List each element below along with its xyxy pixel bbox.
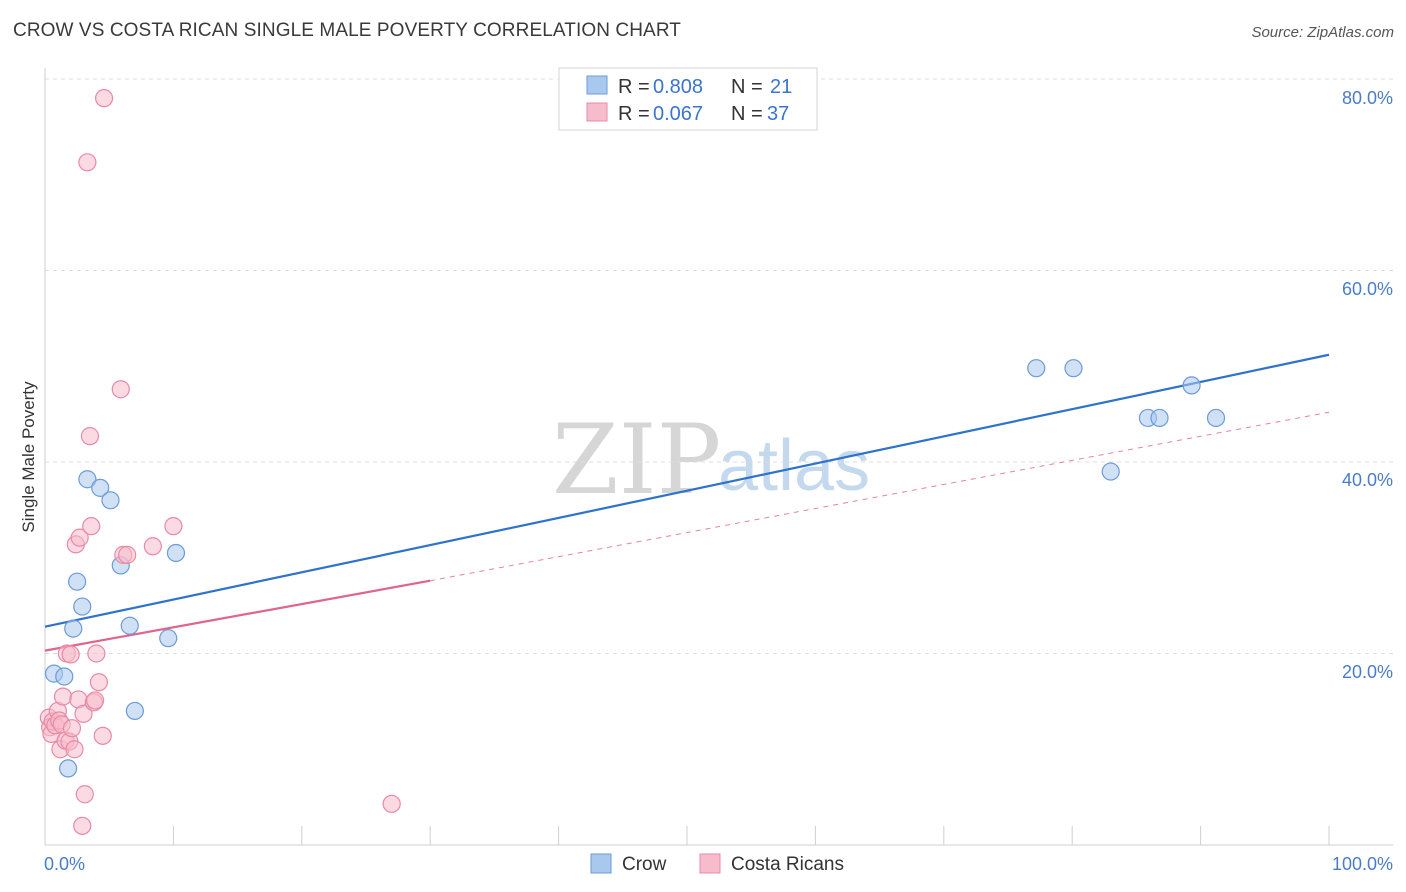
point-crow — [1027, 359, 1046, 378]
trend-lines — [44, 353, 1330, 652]
point-costa-ricans — [87, 644, 106, 663]
point-crow — [64, 619, 83, 638]
gridlines — [45, 78, 1393, 654]
point-costa-ricans — [61, 645, 80, 664]
legend-swatch-crow — [586, 75, 608, 95]
point-costa-ricans — [74, 704, 93, 723]
point-costa-ricans — [143, 537, 162, 556]
bottom-legend-swatch-crow — [590, 853, 612, 874]
legend-n-label-crow: N = — [731, 76, 763, 98]
point-crow — [55, 667, 74, 686]
point-crow — [1206, 408, 1226, 428]
point-crow — [125, 701, 144, 721]
x-axis-ticks — [44, 826, 1330, 845]
trend-line-costa-ricans-extension — [430, 411, 1330, 582]
point-crow — [1064, 359, 1083, 378]
legend-r-label-crow: R = — [618, 76, 650, 98]
point-crow — [166, 543, 186, 563]
bottom-legend-swatch-costa-ricans — [699, 853, 721, 874]
point-costa-ricans — [85, 691, 105, 710]
data-points — [39, 89, 1226, 835]
legend-n-label-costa-ricans: N = — [731, 103, 763, 125]
point-crow — [78, 470, 97, 489]
point-costa-ricans — [73, 816, 92, 835]
series-legend: Crow Costa Ricans — [590, 853, 844, 875]
point-costa-ricans — [82, 517, 101, 536]
y-tick-label-20: 20.0% — [1342, 662, 1393, 682]
legend-r-label-costa-ricans: R = — [618, 103, 650, 125]
point-costa-ricans — [62, 719, 82, 738]
legend-n-value-crow: 21 — [770, 76, 792, 98]
watermark-zip: ZIP — [552, 404, 721, 516]
point-costa-ricans — [89, 673, 109, 692]
trend-line-costa-ricans — [44, 579, 431, 652]
point-crow — [1150, 408, 1169, 428]
point-costa-ricans — [53, 687, 73, 706]
point-crow — [1182, 376, 1201, 395]
point-crow — [73, 597, 92, 616]
point-costa-ricans — [118, 545, 137, 564]
point-crow — [159, 629, 178, 648]
bottom-legend-label-costa-ricans: Costa Ricans — [731, 854, 844, 875]
point-costa-ricans — [382, 794, 401, 813]
point-crow — [91, 478, 110, 497]
point-costa-ricans — [78, 153, 97, 172]
point-crow — [67, 572, 87, 591]
y-tick-label-40: 40.0% — [1342, 470, 1393, 490]
point-costa-ricans — [80, 427, 100, 446]
point-costa-ricans — [70, 528, 89, 547]
y-tick-label-60: 60.0% — [1342, 279, 1393, 299]
trend-line-crow — [44, 353, 1330, 628]
point-costa-ricans — [94, 89, 114, 108]
y-axis-label: Single Male Poverty — [19, 381, 38, 533]
watermark-atlas: atlas — [718, 426, 870, 506]
legend-swatch-costa-ricans — [586, 102, 608, 122]
point-costa-ricans — [164, 517, 183, 536]
legend-r-value-crow: 0.808 — [653, 76, 703, 98]
stats-legend: R = 0.808 N = 21 R = 0.067 N = 37 — [558, 67, 818, 131]
legend-r-value-costa-ricans: 0.067 — [653, 103, 703, 125]
y-tick-label-80: 80.0% — [1342, 88, 1393, 108]
bottom-legend-label-crow: Crow — [622, 854, 667, 875]
y-tick-labels: 80.0% 60.0% 40.0% 20.0% — [1342, 88, 1393, 682]
x-tick-label-min: 0.0% — [44, 854, 85, 874]
x-tick-label-max: 100.0% — [1332, 854, 1393, 874]
point-costa-ricans — [93, 726, 112, 745]
point-crow — [1101, 462, 1120, 481]
legend-n-value-costa-ricans: 37 — [767, 103, 789, 125]
point-crow — [120, 616, 139, 635]
point-costa-ricans — [65, 740, 84, 759]
point-crow — [101, 491, 120, 510]
source-credit: Source: ZipAtlas.com — [1251, 24, 1394, 41]
point-costa-ricans — [75, 785, 94, 804]
point-crow — [59, 759, 78, 778]
chart-title: CROW VS COSTA RICAN SINGLE MALE POVERTY … — [13, 20, 682, 41]
point-costa-ricans — [111, 380, 130, 399]
